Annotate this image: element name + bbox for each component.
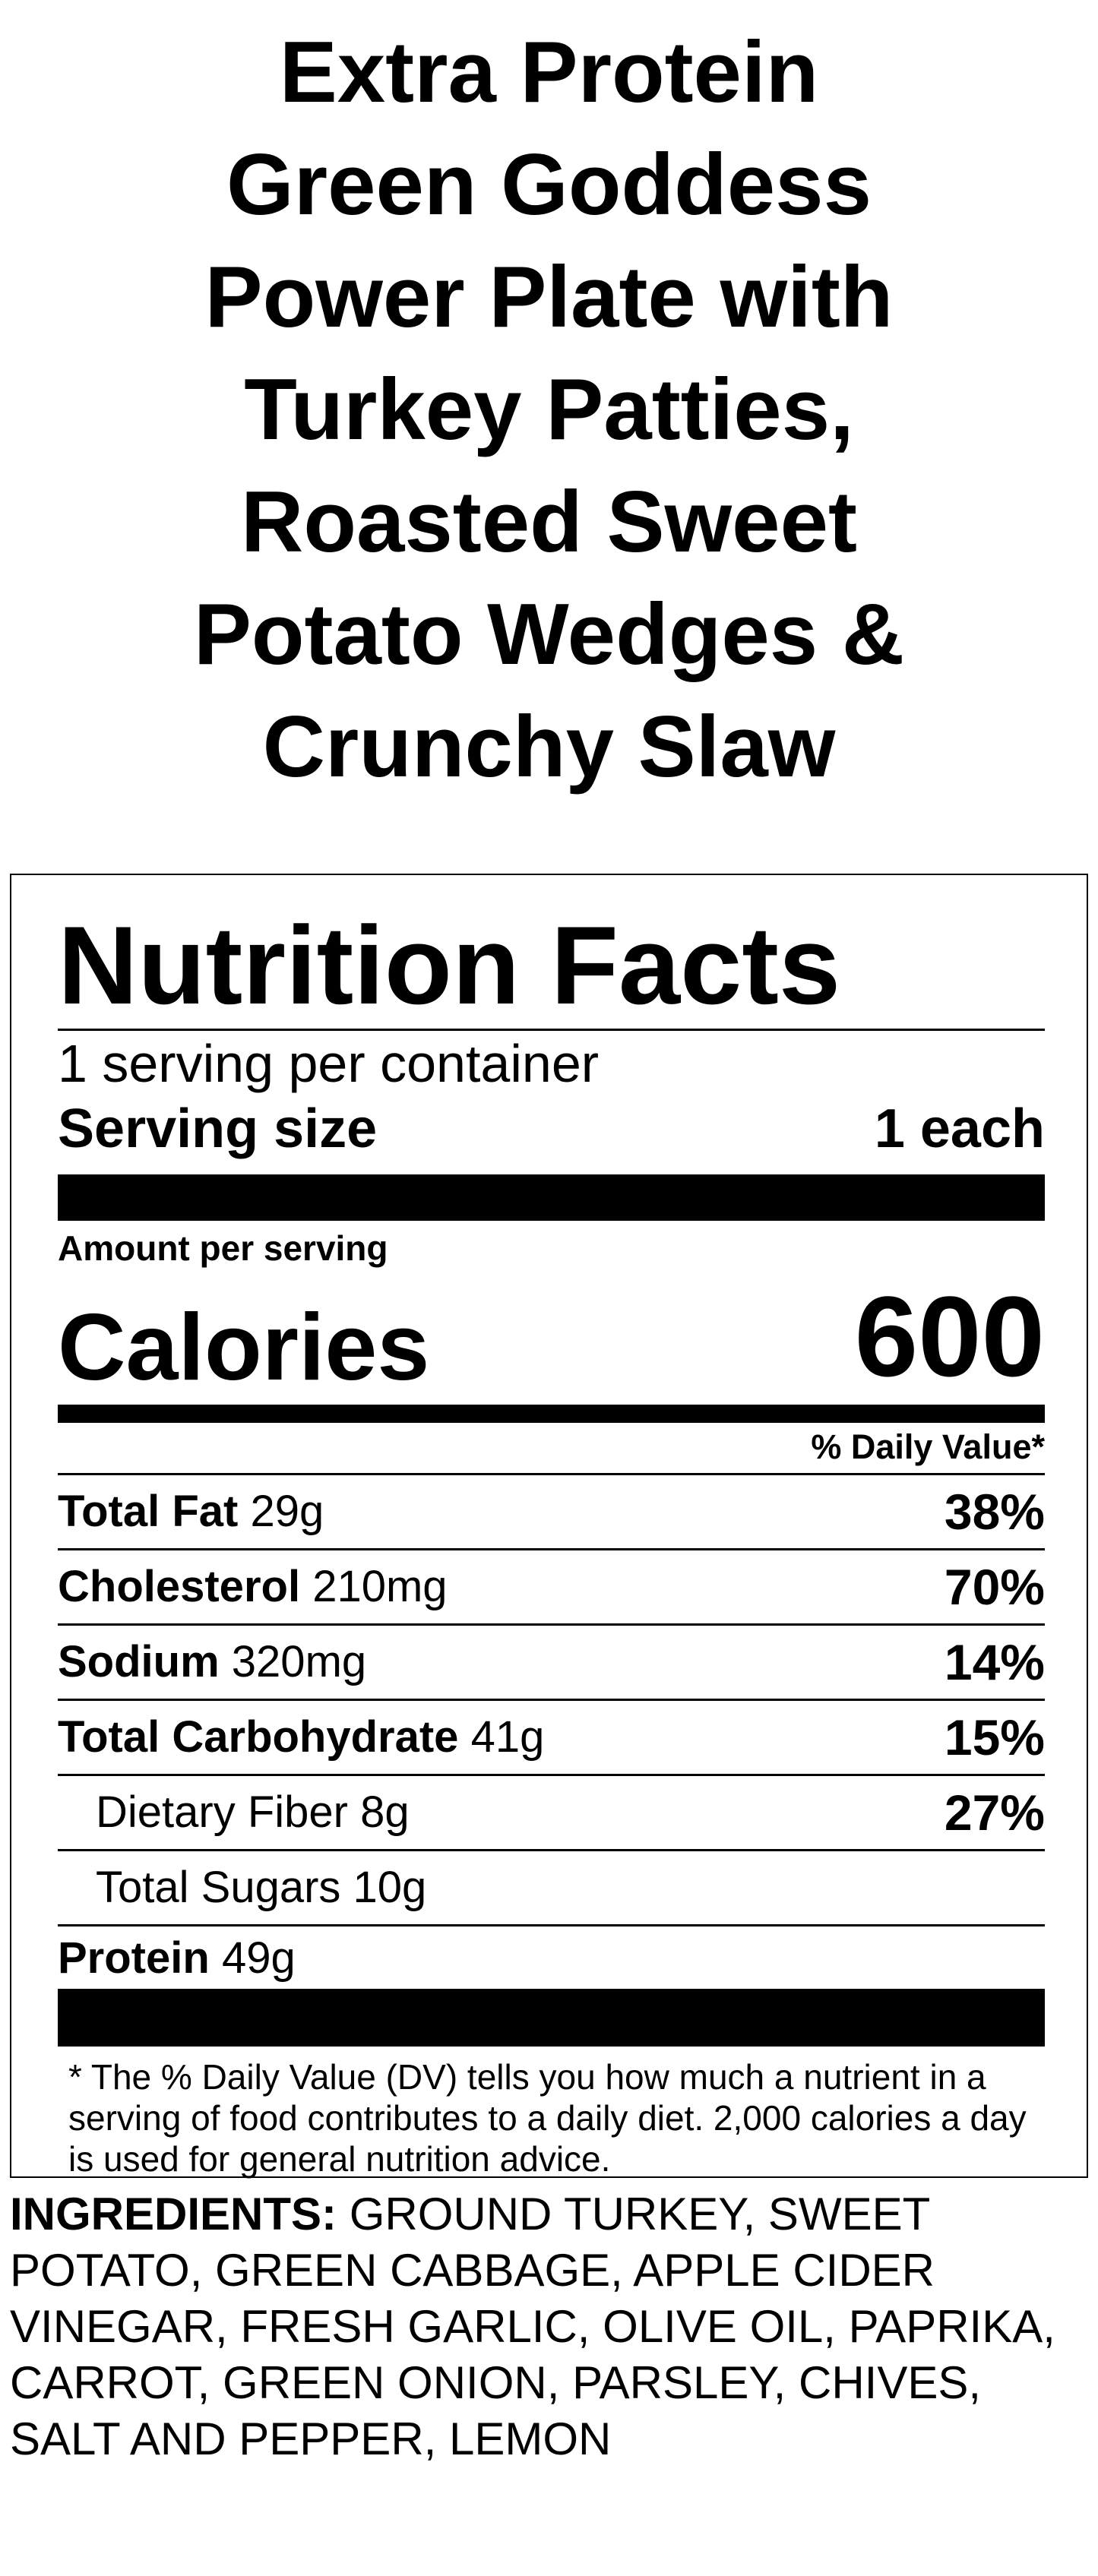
serving-size-value: 1 each <box>874 1098 1045 1159</box>
nutrient-dv: 15% <box>944 1708 1045 1765</box>
product-title: Extra Protein Green Goddess Power Plate … <box>0 17 1098 804</box>
nutrient-dv: 27% <box>944 1784 1045 1841</box>
daily-value-footnote: * The % Daily Value (DV) tells you how m… <box>68 2057 1027 2179</box>
divider <box>58 1029 1045 1031</box>
amount-per-serving: Amount per serving <box>58 1228 388 1268</box>
title-line: Turkey Patties, <box>244 362 854 458</box>
nutrient-row-total-carbohydrate: Total Carbohydrate 41g 15% <box>58 1699 1045 1773</box>
title-line: Power Plate with <box>204 249 894 346</box>
nutrient-dv: 70% <box>944 1558 1045 1615</box>
nutrient-dv: 38% <box>944 1483 1045 1540</box>
calories-value: 600 <box>854 1272 1045 1400</box>
nutrient-row-protein: Protein 49g <box>58 1924 1045 1989</box>
thick-divider <box>58 1989 1045 2047</box>
serving-size: Serving size 1 each <box>58 1097 1045 1161</box>
nutrient-name: Dietary Fiber 8g <box>96 1787 410 1837</box>
ingredients: INGREDIENTS: GROUND TURKEY, SWEET POTATO… <box>10 2186 1074 2467</box>
title-line: Green Goddess <box>226 137 872 233</box>
daily-value-header: % Daily Value* <box>811 1427 1045 1466</box>
title-line: Extra Protein <box>279 24 819 121</box>
medium-divider <box>58 1405 1045 1423</box>
nutrient-row-cholesterol: Cholesterol 210mg 70% <box>58 1548 1045 1623</box>
title-line: Potato Wedges & <box>193 586 905 683</box>
nutrient-name: Sodium 320mg <box>58 1637 367 1686</box>
nutrition-facts-label: Nutrition Facts 1 serving per container … <box>10 874 1088 2179</box>
ingredients-text: GROUND TURKEY, SWEET POTATO, GREEN CABBA… <box>10 2189 1055 2464</box>
ingredients-label: INGREDIENTS: <box>10 2189 337 2239</box>
nutrient-row-total-sugars: Total Sugars 10g <box>58 1849 1045 1923</box>
title-line: Crunchy Slaw <box>262 699 836 795</box>
nutrient-row-sodium: Sodium 320mg 14% <box>58 1623 1045 1698</box>
servings-per-container: 1 serving per container <box>58 1034 600 1093</box>
nutrition-facts-heading: Nutrition Facts <box>58 903 841 1027</box>
nutrient-name: Cholesterol 210mg <box>58 1562 448 1611</box>
title-line: Roasted Sweet <box>241 474 857 571</box>
serving-size-label: Serving size <box>58 1098 378 1159</box>
nutrient-name: Protein 49g <box>58 1933 296 1983</box>
nutrient-row-dietary-fiber: Dietary Fiber 8g 27% <box>58 1774 1045 1848</box>
calories-row: Calories 600 <box>58 1270 1045 1402</box>
thick-divider <box>58 1174 1045 1221</box>
nutrient-dv: 14% <box>944 1633 1045 1690</box>
nutrient-name: Total Carbohydrate 41g <box>58 1712 545 1762</box>
nutrient-name: Total Fat 29g <box>58 1487 324 1536</box>
calories-label: Calories <box>58 1295 430 1400</box>
nutrient-row-total-fat: Total Fat 29g 38% <box>58 1473 1045 1547</box>
nutrient-name: Total Sugars 10g <box>96 1863 427 1912</box>
